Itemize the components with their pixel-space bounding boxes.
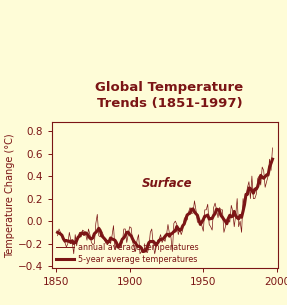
Legend: annual average temperatures, 5-year average temperatures: annual average temperatures, 5-year aver… <box>56 242 200 264</box>
Text: Surface: Surface <box>141 177 192 190</box>
Text: Global Temperature
Trends (1851-1997): Global Temperature Trends (1851-1997) <box>96 81 244 110</box>
Y-axis label: Temperature Change (°C): Temperature Change (°C) <box>5 133 15 257</box>
